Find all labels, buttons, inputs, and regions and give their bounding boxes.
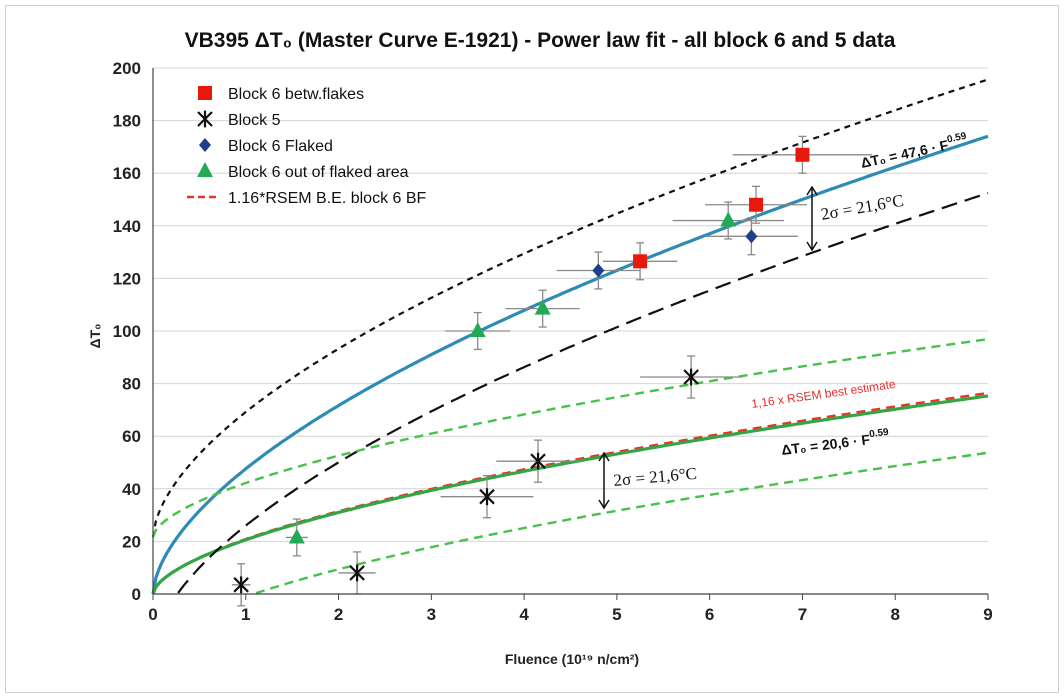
sigma-arrow xyxy=(598,451,610,510)
data-point xyxy=(534,299,551,315)
y-tick-label: 200 xyxy=(113,59,141,78)
legend-marker xyxy=(198,86,212,100)
fit-curves xyxy=(151,78,989,595)
x-tick-label: 9 xyxy=(983,605,992,624)
y-tick-label: 160 xyxy=(113,164,141,183)
data-point xyxy=(633,254,648,269)
legend-label: Block 6 betw.flakes xyxy=(228,86,364,103)
x-tick-label: 4 xyxy=(519,605,529,624)
x-tick-label: 6 xyxy=(705,605,714,624)
y-tick-label: 0 xyxy=(132,585,141,604)
data-point xyxy=(683,368,699,386)
y-tick-label: 80 xyxy=(122,375,141,394)
y-axis-label: ΔT₀ xyxy=(87,324,103,349)
sigma-upper-label: 2σ = 21,6°C xyxy=(819,191,905,224)
x-tick-label: 5 xyxy=(612,605,621,624)
legend-label: Block 6 Flaked xyxy=(228,138,333,155)
y-tick-label: 40 xyxy=(122,480,141,499)
data-point xyxy=(592,263,605,278)
chart-title: VB395 ΔT₀ (Master Curve E-1921) - Power … xyxy=(185,29,896,52)
annotations: ΔT₀ = 47,6 · F0.59 ΔT₀ = 20,6 · F0.59 2σ =… xyxy=(598,131,969,510)
sigma-lower-label: 2σ = 21,6°C xyxy=(613,464,698,490)
x-tick-label: 0 xyxy=(148,605,157,624)
legend-marker xyxy=(199,138,211,152)
y-tick-label: 100 xyxy=(113,322,141,341)
chart-frame xyxy=(5,5,1059,693)
data-point xyxy=(795,147,810,162)
data-point xyxy=(479,488,495,506)
data-point xyxy=(745,229,758,244)
fit-curve xyxy=(151,337,989,538)
data-point xyxy=(349,564,365,582)
y-tick-label: 120 xyxy=(113,269,141,288)
fit-curve xyxy=(255,451,989,595)
x-tick-label: 3 xyxy=(427,605,436,624)
legend-marker xyxy=(197,110,213,128)
fit-curve xyxy=(151,78,989,538)
sigma-arrow xyxy=(806,185,818,252)
y-tick-label: 20 xyxy=(122,532,141,551)
legend-label: Block 5 xyxy=(228,112,281,129)
x-axis-label: Fluence (10¹⁹ n/cm²) xyxy=(505,651,639,667)
legend-label: 1.16*RSEM B.E. block 6 BF xyxy=(228,190,427,207)
lower-fit-label: ΔT₀ = 20,6 · F0.59 xyxy=(780,427,890,458)
fit-curve xyxy=(151,391,989,595)
data-point xyxy=(720,211,737,227)
x-tick-label: 7 xyxy=(798,605,807,624)
y-tick-label: 140 xyxy=(113,217,141,236)
data-point xyxy=(749,197,764,212)
legend-marker xyxy=(197,162,213,177)
legend-label: Block 6 out of flaked area xyxy=(228,164,409,181)
upper-fit-label: ΔT₀ = 47,6 · F0.59 xyxy=(859,131,969,171)
fit-curve xyxy=(177,192,989,594)
data-points xyxy=(231,135,873,607)
fit-curve xyxy=(151,394,989,595)
rsem-label: 1,16 x RSEM best estimate xyxy=(750,377,896,411)
y-tick-label: 60 xyxy=(122,427,141,446)
legend: Block 6 betw.flakes Block 5 Block 6 Flaked… xyxy=(187,86,427,207)
fit-curve xyxy=(151,134,989,595)
axes: 0 20 40 60 80 100 120 140 160 180 200 0 1 2 3 4 5 6 7 8 9 xyxy=(113,59,993,624)
data-point xyxy=(233,576,249,594)
x-tick-label: 1 xyxy=(241,605,250,624)
data-point xyxy=(469,322,486,337)
x-tick-label: 8 xyxy=(890,605,899,624)
data-point xyxy=(530,452,546,470)
x-tick-label: 2 xyxy=(334,605,343,624)
y-tick-label: 180 xyxy=(113,112,141,131)
data-point xyxy=(288,528,305,544)
